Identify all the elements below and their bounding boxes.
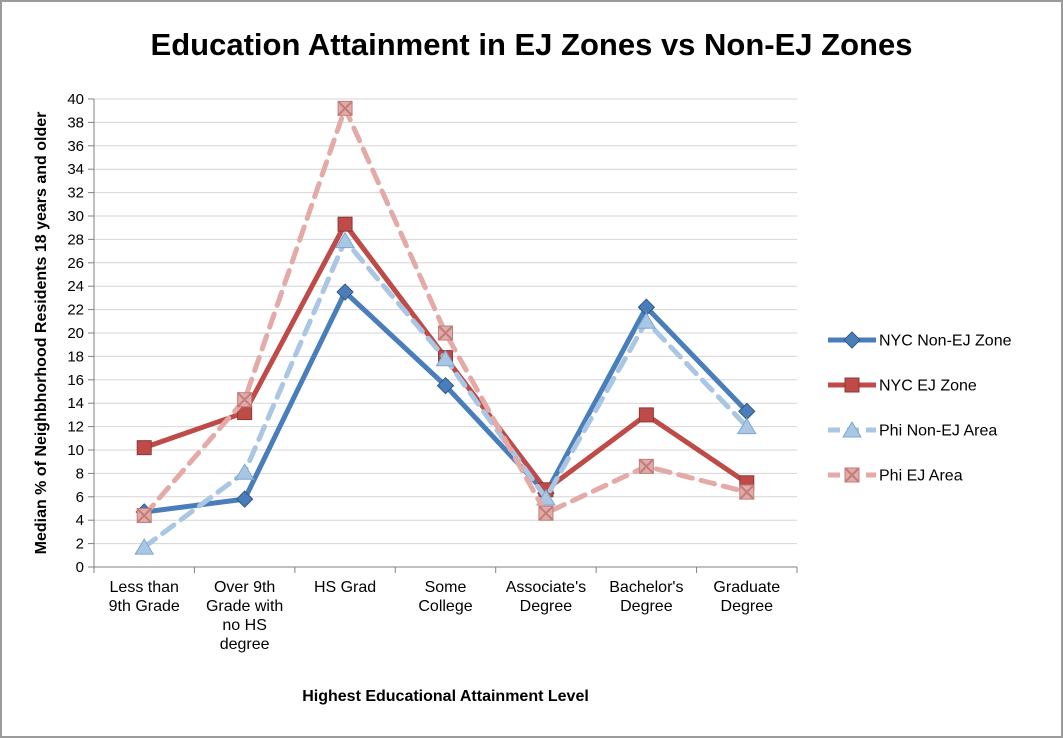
category-label: Over 9th [214, 579, 275, 596]
triangle-marker [134, 538, 155, 555]
y-tick-label: 30 [67, 208, 84, 225]
category-label: Degree [620, 598, 673, 615]
legend-item-phi-non-ej-area: Phi Non-EJ Area [828, 421, 997, 440]
legend: NYC Non-EJ Zone NYC EJ Zone Phi Non-EJ Are… [828, 331, 1012, 485]
y-tick-label: 38 [67, 114, 84, 131]
category-label: College [418, 598, 472, 615]
square-marker [638, 407, 654, 423]
xbox-marker [337, 100, 353, 117]
square-marker [844, 377, 860, 393]
chart-title: Education Attainment in EJ Zones vs Non-… [150, 27, 913, 62]
xbox-marker [638, 458, 655, 475]
y-tick-label: 22 [67, 302, 84, 319]
category-label: 9th Grade [109, 598, 180, 615]
xbox-marker [538, 505, 554, 521]
triangle-marker [842, 421, 862, 438]
category-label: Degree [520, 598, 573, 615]
series-phi-ej-area [136, 100, 755, 524]
xbox-marker [136, 507, 152, 524]
square-marker [337, 216, 353, 232]
y-tick-label: 8 [76, 465, 84, 482]
y-tick-label: 24 [67, 278, 84, 295]
legend-label: Phi Non-EJ Area [879, 423, 997, 440]
triangle-marker [335, 231, 355, 249]
y-tick-label: 34 [67, 161, 84, 178]
xbox-marker [236, 391, 253, 408]
category-label: degree [220, 636, 270, 653]
square-marker [136, 440, 152, 456]
legend-item-nyc-non-ej-zone: NYC Non-EJ Zone [828, 331, 1012, 350]
y-tick-label: 32 [67, 185, 84, 202]
y-tick-label: 28 [67, 231, 84, 248]
category-label: HS Grad [314, 579, 376, 596]
y-tick-label: 10 [67, 442, 84, 459]
category-label: Graduate [713, 579, 780, 596]
xbox-marker [844, 467, 860, 483]
xbox-marker [739, 484, 755, 500]
legend-item-phi-ej-area: Phi EJ Area [828, 467, 963, 485]
y-tick-label: 18 [67, 348, 84, 365]
category-label: Bachelor's [609, 579, 683, 596]
triangle-marker [636, 312, 657, 329]
y-tick-label: 6 [76, 489, 84, 506]
category-labels: Less than 9th Grade Over 9th Grade with no H… [109, 579, 781, 653]
diamond-marker [336, 283, 354, 301]
legend-item-nyc-ej-zone: NYC EJ Zone [828, 377, 977, 395]
y-tick-label: 0 [76, 559, 84, 576]
x-axis-title: Highest Educational Attainment Level [302, 688, 589, 705]
category-label: Degree [721, 598, 774, 615]
category-label: Associate's [506, 579, 586, 596]
category-label: Grade with [206, 598, 283, 615]
category-label: Less than [110, 579, 179, 596]
category-label: Some [425, 579, 467, 596]
y-tick-label: 14 [67, 395, 84, 412]
diamond-marker [235, 490, 254, 508]
diamond-marker [843, 331, 861, 349]
y-tick-label: 26 [67, 255, 84, 272]
triangle-marker [736, 417, 757, 435]
y-tick-label: 16 [67, 372, 84, 389]
triangle-marker [234, 463, 255, 480]
diamond-marker [436, 376, 455, 395]
series-phi-non-ej-area [134, 231, 757, 555]
y-tick-label: 20 [67, 325, 84, 342]
y-axis-title: Median % of Neighbhorhood Residents 18 y… [33, 112, 50, 555]
xbox-marker [437, 325, 454, 341]
legend-label: NYC Non-EJ Zone [879, 333, 1012, 350]
legend-label: Phi EJ Area [879, 468, 963, 485]
category-label: no HS [222, 617, 266, 634]
legend-label: NYC EJ Zone [879, 378, 977, 395]
y-tick-label: 36 [67, 138, 84, 155]
y-tick-label: 40 [67, 91, 84, 108]
y-tick-label: 4 [76, 512, 84, 529]
triangle-marker [435, 349, 456, 367]
y-tick-label: 12 [67, 419, 84, 436]
y-tick-label: 2 [76, 536, 84, 553]
